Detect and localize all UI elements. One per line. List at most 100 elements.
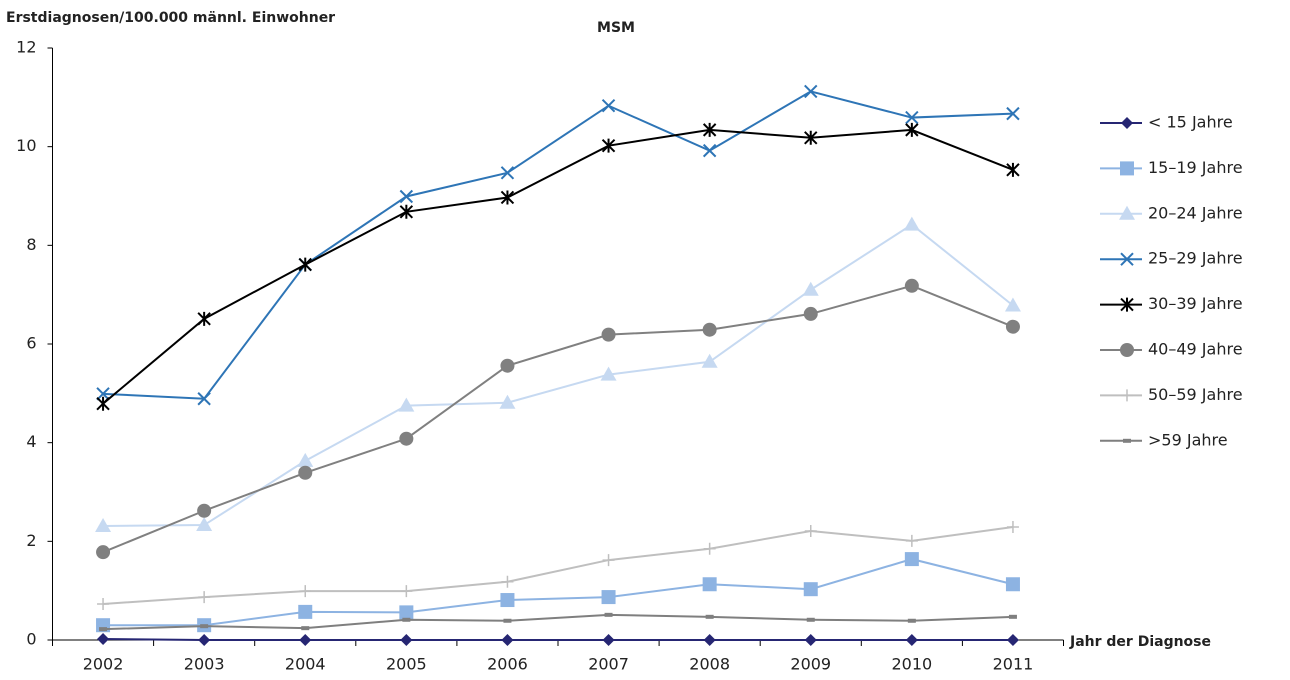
series-line (103, 638, 1013, 641)
marker (1120, 252, 1134, 266)
marker (96, 387, 110, 401)
marker-shape (1120, 343, 1134, 357)
marker (197, 503, 212, 518)
marker (602, 554, 615, 567)
marker-shape (501, 634, 514, 646)
marker-shape (1120, 252, 1134, 266)
x-tick-label: 2006 (487, 655, 528, 674)
series-line (102, 526, 1014, 605)
marker-shape (904, 278, 919, 293)
marker-shape (702, 322, 717, 337)
marker (501, 634, 514, 646)
marker-shape (400, 585, 413, 598)
x-tick-label: 2002 (83, 655, 124, 674)
marker-shape (301, 626, 310, 631)
marker (1006, 162, 1020, 177)
marker-shape (904, 552, 919, 567)
marker (1006, 106, 1020, 121)
series-line (103, 223, 1014, 528)
marker (905, 122, 919, 137)
marker-shape (398, 397, 415, 412)
marker (703, 634, 716, 646)
marker (398, 397, 415, 412)
marker (503, 618, 512, 623)
marker-shape (806, 617, 815, 622)
legend-label: < 15 Jahre (1148, 113, 1233, 132)
marker-shape (1004, 297, 1021, 312)
y-tick-label: 8 (26, 235, 36, 254)
marker-shape (702, 143, 717, 158)
marker-shape (196, 517, 213, 532)
marker (299, 585, 312, 598)
marker (601, 327, 616, 342)
marker (1121, 117, 1133, 129)
x-axis-label: Jahr der Diagnose (1069, 634, 1211, 650)
marker-shape (601, 138, 616, 153)
marker (500, 358, 515, 373)
marker (500, 190, 515, 205)
x-tick-label: 2007 (588, 655, 629, 674)
marker (499, 394, 516, 409)
marker-shape (804, 84, 818, 99)
marker (1006, 521, 1019, 534)
marker-shape (1121, 117, 1133, 129)
marker (95, 518, 112, 533)
marker (1123, 438, 1131, 443)
marker (402, 617, 411, 622)
marker-shape (500, 166, 515, 180)
marker (702, 122, 717, 137)
legend-label: 20–24 Jahre (1148, 203, 1243, 222)
marker-shape (1119, 205, 1135, 220)
marker (804, 634, 817, 646)
marker (904, 278, 919, 293)
marker (601, 138, 616, 153)
marker-shape (501, 575, 514, 588)
marker (1120, 343, 1134, 357)
marker (500, 593, 515, 608)
y-tick-label: 4 (26, 432, 36, 451)
marker-shape (400, 634, 413, 646)
series-line (102, 128, 1014, 405)
marker (601, 590, 616, 605)
marker (97, 597, 110, 610)
marker-shape (1123, 438, 1131, 443)
marker (1008, 614, 1017, 619)
marker-shape (702, 122, 717, 137)
marker (197, 311, 211, 326)
series-line (103, 558, 1014, 627)
marker (501, 575, 514, 588)
marker-shape (399, 431, 414, 446)
marker-shape (1005, 319, 1020, 334)
marker (197, 392, 211, 406)
marker (399, 605, 414, 620)
marker-shape (402, 617, 411, 622)
marker-shape (198, 591, 211, 604)
marker (903, 216, 920, 231)
marker-shape (197, 503, 212, 518)
legend-label: 25–29 Jahre (1148, 249, 1243, 268)
marker (1004, 297, 1021, 312)
marker (1120, 297, 1134, 312)
marker-shape (299, 634, 312, 646)
marker (604, 612, 613, 617)
marker (804, 130, 818, 145)
legend-label: 30–39 Jahre (1148, 294, 1243, 313)
marker (702, 577, 717, 592)
marker-shape (1005, 577, 1020, 592)
marker (298, 257, 312, 272)
marker (702, 322, 717, 337)
marker-shape (96, 545, 111, 560)
marker-shape (1006, 162, 1020, 177)
y-tick-label: 6 (26, 334, 36, 353)
marker (907, 618, 916, 623)
marker (200, 624, 209, 629)
marker (96, 396, 110, 411)
marker (1005, 577, 1020, 592)
x-tick-label: 2010 (891, 655, 932, 674)
x-tick-label: 2009 (790, 655, 831, 674)
marker (400, 634, 413, 646)
marker (96, 545, 111, 560)
marker-shape (601, 99, 616, 113)
marker-shape (399, 189, 414, 204)
